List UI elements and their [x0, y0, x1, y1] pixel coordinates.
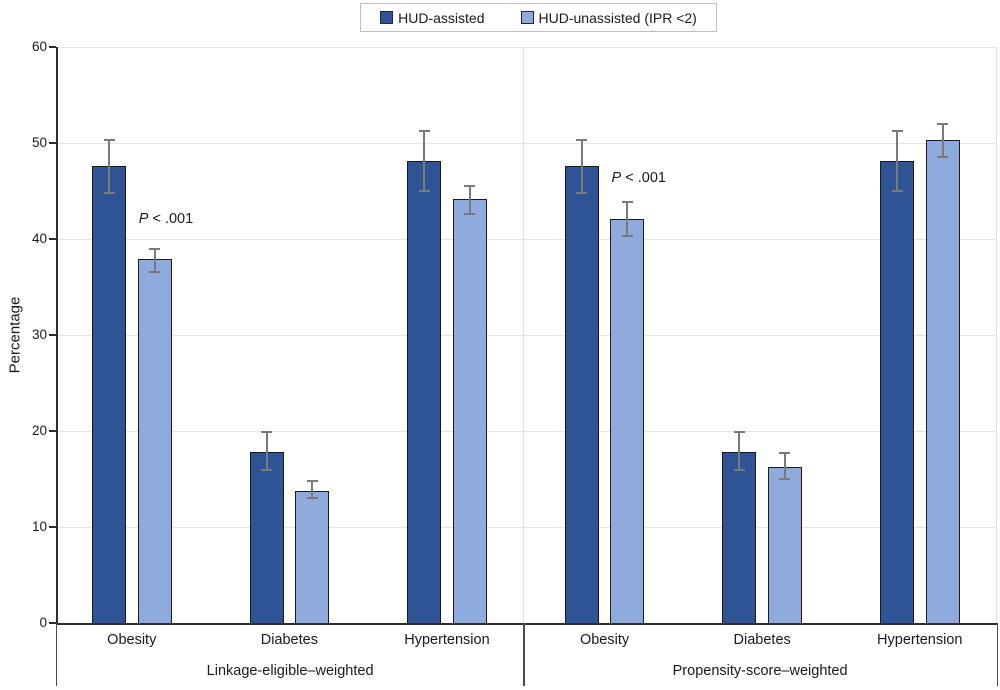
y-axis-tick-label: 0: [39, 615, 47, 631]
error-bar-diabetes-hud-assisted: [738, 431, 741, 471]
x-axis-line: [55, 622, 998, 625]
plot-right-border-line: [995, 47, 997, 623]
y-axis-tick: [49, 526, 56, 528]
bar-linkage-eligible-weighted-obesity-hud-assisted: [92, 166, 126, 623]
error-bar-obesity-hud-assisted: [580, 140, 583, 193]
bar-propensity-score-weighted-obesity-hud-assisted: [564, 166, 599, 623]
bar-linkage-eligible-weighted-diabetes-hud-assisted: [249, 452, 284, 623]
y-axis-tick-label: 60: [31, 39, 47, 55]
bar-propensity-score-weighted-obesity-hud-unassisted-ipr-2: [610, 218, 645, 623]
bar-linkage-eligible-weighted-hypertension-hud-unassisted-ipr-2: [452, 198, 487, 623]
axis-separator-1: [523, 623, 525, 686]
category-label-obesity-1: Obesity: [107, 632, 157, 648]
bar-linkage-eligible-weighted-obesity-hud-unassisted-ipr-2: [137, 259, 172, 623]
legend-swatch-hud-assisted: [380, 11, 394, 24]
bar-propensity-score-weighted-hypertension-hud-unassisted-ipr-2: [925, 140, 960, 623]
category-label-diabetes-2: Diabetes: [733, 632, 791, 648]
y-axis-tick-label: 20: [31, 423, 47, 439]
gridline: [57, 526, 997, 528]
panel-label-propensity-score-weighted: Propensity-score–weighted: [672, 663, 848, 679]
axis-separator-2: [996, 623, 998, 686]
y-axis-tick-label: 10: [31, 519, 47, 535]
y-axis-tick: [49, 334, 56, 336]
legend-item-hud-assisted: HUD-assisted: [380, 9, 485, 26]
error-bar-cap-top: [306, 479, 318, 482]
error-bar-cap-top: [103, 139, 115, 142]
gridline: [57, 238, 997, 240]
error-bar-cap-top: [576, 139, 588, 142]
category-label-diabetes-1: Diabetes: [260, 632, 318, 648]
error-bar-cap-top: [418, 130, 430, 133]
y-axis-tick-label: 40: [31, 231, 47, 247]
y-axis-line: [55, 47, 58, 624]
gridline: [57, 430, 997, 432]
bar-propensity-score-weighted-hypertension-hud-assisted: [880, 161, 914, 623]
error-bar-diabetes-hud-assisted: [265, 431, 268, 471]
legend-label-hud-unassisted: HUD-unassisted (IPR <2): [538, 9, 697, 26]
error-bar-cap-top: [733, 430, 745, 433]
category-label-hypertension-1: Hypertension: [404, 632, 490, 648]
error-bar-cap-top: [621, 200, 633, 203]
error-bar-cap-bottom: [418, 190, 430, 192]
y-axis-tick: [49, 142, 56, 144]
legend-swatch-hud-unassisted: [520, 11, 534, 24]
error-bar-cap-top: [937, 122, 948, 125]
gridline: [57, 142, 997, 144]
error-bar-cap-top: [261, 430, 273, 433]
error-bar-hypertension-hud-unassisted-ipr-2: [468, 186, 471, 215]
error-bar-hypertension-hud-assisted: [896, 131, 898, 191]
legend-item-hud-unassisted: HUD-unassisted (IPR <2): [520, 9, 697, 26]
error-bar-hypertension-hud-unassisted-ipr-2: [941, 123, 944, 158]
error-bar-cap-bottom: [937, 156, 948, 159]
p-value-italic-p: P: [611, 170, 622, 186]
error-bar-cap-bottom: [103, 191, 115, 194]
error-bar-cap-top: [891, 130, 903, 133]
y-axis-tick: [49, 238, 56, 240]
gridline: [57, 334, 997, 336]
bar-linkage-eligible-weighted-diabetes-hud-unassisted-ipr-2: [295, 490, 330, 623]
y-axis-tick: [49, 430, 56, 432]
error-bar-cap-bottom: [306, 497, 318, 500]
bar-propensity-score-weighted-diabetes-hud-assisted: [722, 452, 757, 623]
error-bar-cap-bottom: [261, 469, 273, 472]
error-bar-diabetes-hud-unassisted-ipr-2: [311, 480, 314, 499]
error-bar-cap-bottom: [779, 478, 791, 480]
y-axis-tick-label: 30: [31, 327, 47, 343]
error-bar-cap-top: [779, 452, 791, 455]
panel-divider-line: [523, 47, 525, 623]
gridline: [57, 46, 997, 48]
bar-propensity-score-weighted-diabetes-hud-unassisted-ipr-2: [767, 467, 802, 623]
p-value-italic-p: P: [138, 211, 149, 227]
y-axis-tick: [49, 622, 56, 624]
bar-linkage-eligible-weighted-hypertension-hud-assisted: [407, 161, 442, 623]
p-value-text: < .001: [148, 211, 194, 227]
error-bar-hypertension-hud-assisted: [423, 131, 426, 191]
error-bar-cap-bottom: [891, 190, 903, 192]
panel-label-linkage-eligible-weighted: Linkage-eligible–weighted: [206, 663, 374, 679]
error-bar-cap-bottom: [576, 191, 588, 194]
error-bar-diabetes-hud-unassisted-ipr-2: [783, 453, 786, 479]
y-axis-tick-label: 50: [31, 135, 47, 151]
error-bar-cap-bottom: [149, 270, 160, 273]
category-label-hypertension-2: Hypertension: [877, 632, 963, 648]
error-bar-cap-top: [464, 185, 476, 188]
p-value-annotation-2: P < .001: [612, 170, 666, 186]
chart-legend: HUD-assisted HUD-unassisted (IPR <2): [360, 3, 717, 32]
error-bar-cap-top: [149, 247, 160, 250]
error-bar-obesity-hud-unassisted-ipr-2: [626, 201, 629, 237]
p-value-text: < .001: [621, 170, 666, 186]
error-bar-obesity-hud-assisted: [108, 140, 110, 193]
error-bar-cap-bottom: [464, 213, 476, 216]
p-value-annotation-1: P < .001: [139, 211, 193, 227]
category-label-obesity-2: Obesity: [579, 632, 630, 648]
legend-label-hud-assisted: HUD-assisted: [398, 9, 485, 26]
y-axis-tick: [49, 46, 56, 48]
error-bar-cap-bottom: [621, 235, 633, 238]
axis-separator-0: [55, 623, 58, 686]
error-bar-obesity-hud-unassisted-ipr-2: [153, 248, 156, 272]
error-bar-cap-bottom: [733, 469, 745, 472]
